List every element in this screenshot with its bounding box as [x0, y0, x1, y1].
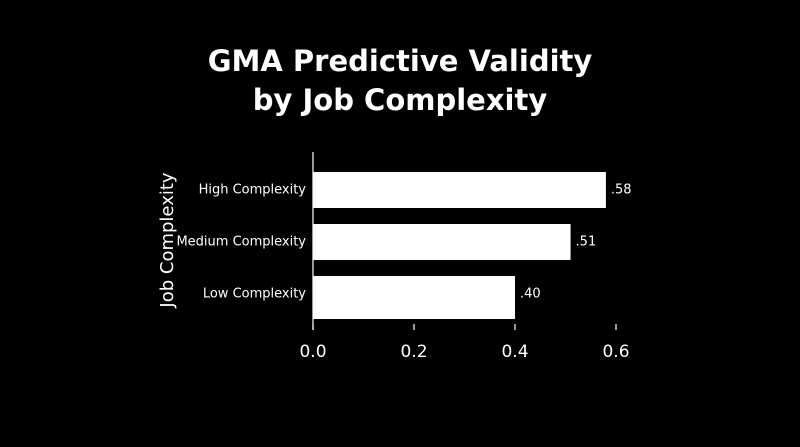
y-axis-label: Job Complexity: [157, 172, 178, 308]
category-label: High Complexity: [199, 183, 307, 198]
category-label: Low Complexity: [203, 287, 306, 302]
x-tick-label: 0.4: [501, 342, 528, 362]
value-label: .51: [576, 235, 597, 250]
x-tick-label: 0.2: [400, 342, 427, 362]
category-label: Medium Complexity: [176, 235, 306, 250]
value-label: .40: [520, 287, 541, 302]
x-tick-label: 0.0: [299, 342, 326, 362]
bar: [313, 172, 606, 208]
x-tick-label: 0.6: [602, 342, 629, 362]
chart-title: GMA Predictive Validity by Job Complexit…: [207, 44, 593, 117]
value-label: .58: [611, 183, 632, 198]
bar: [313, 224, 571, 260]
bar: [313, 276, 515, 319]
